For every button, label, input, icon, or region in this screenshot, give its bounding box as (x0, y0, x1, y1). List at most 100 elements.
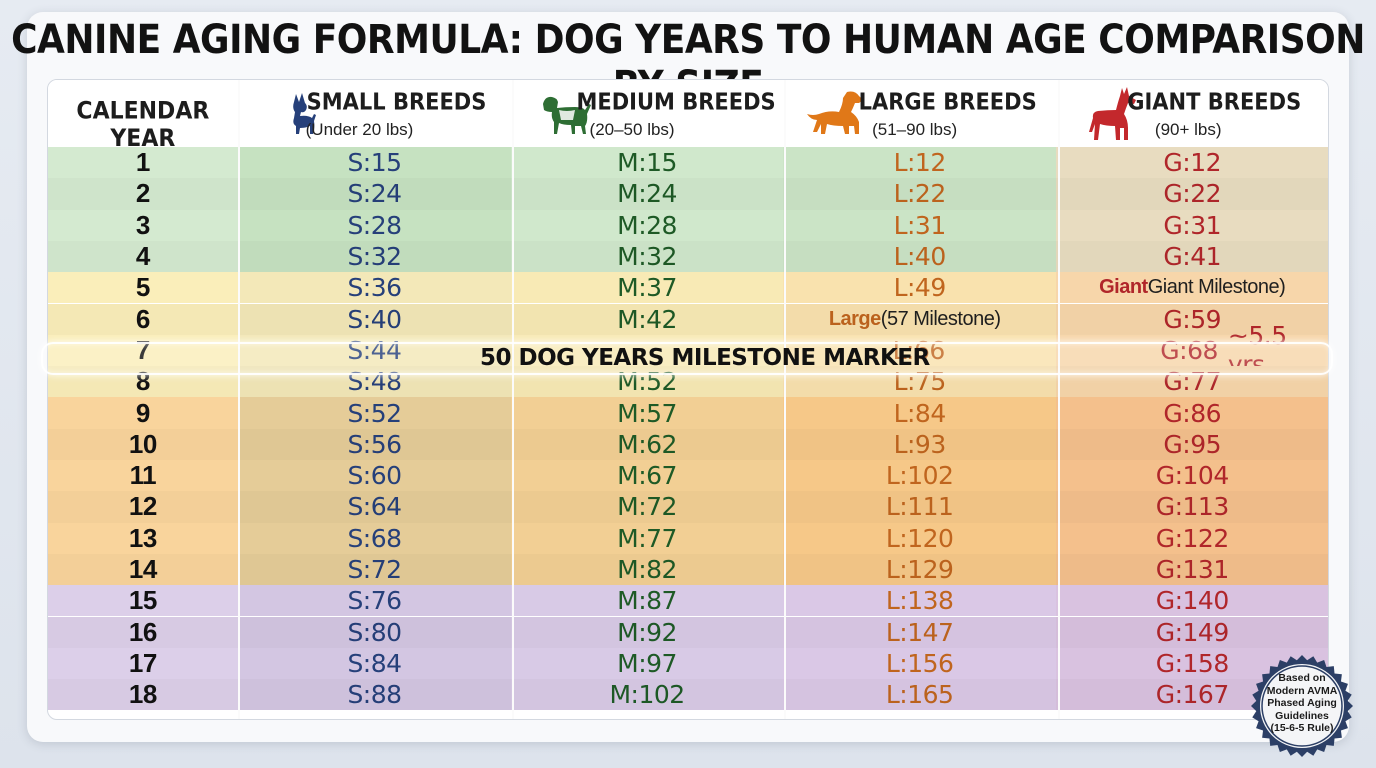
medium-cell: M:32 (511, 240, 783, 273)
small-cell: S:64 (237, 491, 512, 523)
avma-seal-icon (1251, 655, 1353, 757)
small-cell: S:48 (237, 366, 512, 398)
giant-cell: G:104 (1056, 460, 1328, 492)
giant-cell: G:41 (1056, 240, 1328, 273)
column-divider (238, 80, 240, 719)
medium-cell: M:97 (511, 647, 783, 680)
year-cell: 15 (48, 585, 238, 617)
column-divider (1058, 80, 1060, 719)
large-cell: L:22 (782, 178, 1057, 210)
large-cell: L:102 (782, 460, 1057, 492)
table-row: 10 S:56 M:62 L:93 G:95 (48, 428, 1328, 460)
giant-cell: G:22 (1056, 178, 1328, 210)
medium-cell: M:82 (511, 553, 783, 586)
large-milestone-strong: Large (828, 307, 881, 330)
great-dane-icon (1089, 87, 1137, 140)
medium-cell: M:92 (511, 616, 783, 648)
table-row: 17 S:84 M:97 L:156 G:158 (48, 647, 1328, 680)
table-row: 11 S:60 M:67 L:102 G:104 (48, 460, 1328, 492)
year-cell: 13 (48, 522, 238, 554)
year-cell: 11 (48, 460, 238, 492)
giant-cell: G:86 (1056, 397, 1328, 429)
medium-cell: M:72 (511, 491, 783, 523)
large-cell: L:147 (782, 616, 1057, 648)
table-row: 4 S:32 M:32 L:40 G:41 (48, 240, 1328, 273)
medium-cell: M:15 (511, 147, 783, 179)
medium-cell: M:37 (511, 272, 783, 304)
small-cell: S:32 (237, 240, 512, 273)
medium-cell: M:57 (511, 397, 783, 429)
year-cell: 2 (48, 178, 238, 210)
header-large-breeds: LARGE BREEDS (51–90 lbs) (783, 80, 1057, 147)
medium-cell: M:102 (511, 679, 783, 711)
aging-table: CALENDAR YEAR SMALL BREEDS (Under 20 lbs… (47, 79, 1329, 720)
header-sub: (51–90 lbs) (872, 120, 958, 139)
year-cell: 3 (48, 209, 238, 241)
giant-cell: G:122 (1056, 522, 1328, 554)
small-cell: S:56 (237, 428, 512, 460)
giant-cell: G:113 (1056, 491, 1328, 523)
seal-line: Modern AVMA (1266, 684, 1338, 697)
table-row: 15 S:76 M:87 L:138 G:140 (48, 585, 1328, 617)
header-sub: (Under 20 lbs) (305, 120, 414, 139)
large-cell: L:84 (782, 397, 1057, 429)
seal-line: Phased Aging (1267, 697, 1337, 709)
small-cell: S:72 (237, 553, 512, 586)
giant-cell: G:149 (1056, 616, 1328, 648)
header-label: GIANT BREEDS (1127, 88, 1302, 116)
large-cell: L:129 (782, 553, 1057, 586)
medium-cell: M:52 (511, 366, 783, 398)
milestone-highlight-band (41, 342, 1333, 375)
giant-cell: G:140 (1056, 585, 1328, 617)
large-milestone-plain: (57 Milestone) (880, 307, 1001, 330)
column-divider (512, 80, 514, 719)
medium-cell: M:87 (511, 585, 783, 617)
small-cell: S:76 (237, 585, 512, 617)
year-cell: 10 (48, 428, 238, 460)
year-cell: 1 (48, 147, 238, 179)
table-row: 13 S:68 M:77 L:120 G:122 (48, 522, 1328, 554)
small-cell: S:44 (237, 334, 512, 367)
small-cell: S:84 (237, 647, 512, 680)
large-cell: L:49 (782, 272, 1057, 304)
large-cell: L:75 (782, 366, 1057, 398)
retriever-icon (806, 91, 863, 134)
table-row: 18 S:88 M:102 L:165 G:167 (48, 679, 1328, 711)
giant-cell: G:59 (1056, 303, 1328, 335)
medium-cell: M:62 (511, 428, 783, 460)
header-sub: (20–50 lbs) (589, 120, 675, 139)
large-cell: L:120 (782, 522, 1057, 554)
chihuahua-icon (292, 93, 316, 134)
medium-cell: M:67 (511, 460, 783, 492)
small-cell: S:15 (237, 147, 512, 179)
year-cell: 18 (48, 679, 238, 711)
small-cell: S:80 (237, 616, 512, 648)
table-row: 12 S:64 M:72 L:111 G:113 (48, 491, 1328, 523)
milestone-marker-label: 50 DOG YEARS MILESTONE MARKER (480, 345, 930, 371)
giant-cell: G:77 (1056, 366, 1328, 398)
medium-cell: M:77 (511, 522, 783, 554)
column-divider (784, 80, 786, 719)
header-giant-breeds: GIANT BREEDS (90+ lbs) (1056, 80, 1328, 147)
year-cell: 8 (48, 366, 238, 398)
small-cell: S:36 (237, 272, 512, 304)
table-row: 1 S:15 M:15 L:12 G:12 (48, 147, 1328, 179)
table-row: 6 S:40 M:42 Large (57 Milestone) G:59 (48, 303, 1328, 335)
header-label: LARGE BREEDS (858, 88, 1037, 116)
medium-cell: M:28 (511, 209, 783, 241)
year-cell: 4 (48, 240, 238, 273)
small-cell: S:52 (237, 397, 512, 429)
large-cell: L:12 (782, 147, 1057, 179)
large-cell: L:138 (782, 585, 1057, 617)
large-cell: L:156 (782, 647, 1057, 680)
giant-cell: G:31 (1056, 209, 1328, 241)
table-row: 5 S:36 M:37 L:49 Giant Giant Milestone) (48, 272, 1328, 304)
header-label: MEDIUM BREEDS (576, 88, 776, 116)
small-cell: S:88 (237, 679, 512, 711)
seal-text: Based on Modern AVMA Phased Aging Guidel… (1262, 672, 1342, 735)
header-medium-breeds: MEDIUM BREEDS (20–50 lbs) (511, 80, 783, 147)
table-row: 16 S:80 M:92 L:147 G:149 (48, 616, 1328, 648)
giant-milestone-strong: Giant (1099, 276, 1148, 299)
table-row: 3 S:28 M:28 L:31 G:31 (48, 209, 1328, 241)
seal-line: Based on (1278, 672, 1326, 684)
